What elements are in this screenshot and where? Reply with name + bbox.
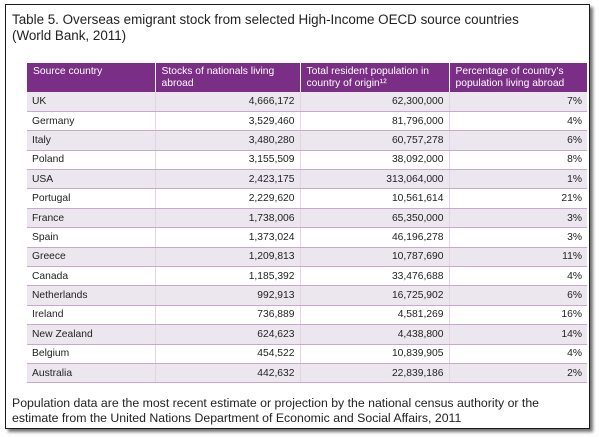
- cell-percentage: 11%: [449, 247, 587, 268]
- cell-stocks-abroad: 4,666,172: [155, 92, 301, 112]
- table-row: USA 2,423,175 313,064,000 1%: [27, 169, 587, 190]
- cell-stocks-abroad: 2,229,620: [155, 188, 301, 209]
- table-footnote-line-2: estimate from the United Nations Departm…: [12, 410, 462, 425]
- cell-stocks-abroad: 3,155,509: [155, 150, 301, 171]
- cell-country: New Zealand: [27, 324, 156, 345]
- cell-percentage: 1%: [449, 169, 587, 190]
- cell-stocks-abroad: 736,889: [155, 305, 301, 326]
- table-row: New Zealand 624,623 4,438,800 14%: [27, 324, 587, 345]
- header-stocks-abroad: Stocks of nationals living abroad: [155, 63, 301, 92]
- table-row: Spain 1,373,024 46,196,278 3%: [27, 227, 587, 248]
- table-row: Poland 3,155,509 38,092,000 8%: [27, 150, 587, 171]
- cell-total-population: 33,476,688: [300, 266, 450, 287]
- cell-total-population: 81,796,000: [300, 111, 450, 132]
- document-frame: Table 5. Overseas emigrant stock from se…: [5, 4, 590, 429]
- cell-country: Italy: [27, 130, 156, 151]
- cell-country: Belgium: [27, 344, 156, 364]
- cell-country: Netherlands: [27, 285, 156, 306]
- cell-total-population: 22,839,186: [300, 363, 450, 384]
- cell-percentage: 8%: [449, 150, 587, 171]
- cell-percentage: 21%: [449, 188, 587, 209]
- cell-percentage: 2%: [449, 363, 587, 384]
- cell-percentage: 3%: [449, 227, 587, 248]
- header-source-country: Source country: [27, 63, 156, 92]
- table-footnote: Population data are the most recent esti…: [12, 396, 587, 425]
- cell-country: Spain: [27, 227, 156, 248]
- cell-percentage: 3%: [449, 208, 587, 229]
- header-percentage-abroad: Percentage of country’s population livin…: [449, 63, 587, 92]
- table-row: Ireland 736,889 4,581,269 16%: [27, 305, 587, 326]
- cell-country: France: [27, 208, 156, 229]
- cell-percentage: 4%: [449, 266, 587, 287]
- table-title-line-2: (World Bank, 2011): [12, 28, 127, 43]
- cell-stocks-abroad: 624,623: [155, 324, 301, 345]
- cell-country: UK: [27, 92, 156, 112]
- cell-stocks-abroad: 3,529,460: [155, 111, 301, 132]
- cell-percentage: 14%: [449, 324, 587, 345]
- cell-total-population: 38,092,000: [300, 150, 450, 171]
- cell-country: Portugal: [27, 188, 156, 209]
- cell-percentage: 7%: [449, 92, 587, 112]
- cell-country: Germany: [27, 111, 156, 132]
- table-row: France 1,738,006 65,350,000 3%: [27, 208, 587, 229]
- table-row: Belgium 454,522 10,839,905 4%: [27, 344, 587, 364]
- cell-total-population: 10,561,614: [300, 188, 450, 209]
- cell-total-population: 62,300,000: [300, 92, 450, 112]
- table-row: Portugal 2,229,620 10,561,614 21%: [27, 188, 587, 209]
- cell-country: Poland: [27, 150, 156, 171]
- cell-stocks-abroad: 1,373,024: [155, 227, 301, 248]
- table-row: Netherlands 992,913 16,725,902 6%: [27, 285, 587, 306]
- cell-stocks-abroad: 454,522: [155, 344, 301, 364]
- cell-stocks-abroad: 3,480,280: [155, 130, 301, 151]
- cell-stocks-abroad: 1,185,392: [155, 266, 301, 287]
- cell-total-population: 10,787,690: [300, 247, 450, 268]
- table-row: Australia 442,632 22,839,186 2%: [27, 363, 587, 384]
- table-row: Italy 3,480,280 60,757,278 6%: [27, 130, 587, 151]
- cell-percentage: 4%: [449, 344, 587, 364]
- table-header-row: Source country Stocks of nationals livin…: [27, 63, 587, 92]
- cell-total-population: 46,196,278: [300, 227, 450, 248]
- table-title: Table 5. Overseas emigrant stock from se…: [12, 12, 582, 44]
- cell-total-population: 10,839,905: [300, 344, 450, 364]
- table-row: Greece 1,209,813 10,787,690 11%: [27, 247, 587, 268]
- cell-percentage: 6%: [449, 285, 587, 306]
- table-title-line-1: Table 5. Overseas emigrant stock from se…: [12, 12, 519, 27]
- header-total-population: Total resident population in country of …: [300, 63, 450, 92]
- cell-percentage: 6%: [449, 130, 587, 151]
- cell-total-population: 65,350,000: [300, 208, 450, 229]
- cell-stocks-abroad: 1,209,813: [155, 247, 301, 268]
- table-footnote-line-1: Population data are the most recent esti…: [12, 396, 540, 410]
- cell-percentage: 4%: [449, 111, 587, 132]
- cell-stocks-abroad: 442,632: [155, 363, 301, 384]
- cell-stocks-abroad: 992,913: [155, 285, 301, 306]
- table-header: Source country Stocks of nationals livin…: [27, 63, 587, 92]
- cell-stocks-abroad: 1,738,006: [155, 208, 301, 229]
- table-row: Canada 1,185,392 33,476,688 4%: [27, 266, 587, 287]
- cell-country: Greece: [27, 247, 156, 268]
- cell-total-population: 16,725,902: [300, 285, 450, 306]
- cell-total-population: 4,438,800: [300, 324, 450, 345]
- table-row: UK 4,666,172 62,300,000 7%: [27, 92, 587, 112]
- cell-total-population: 313,064,000: [300, 169, 450, 190]
- table-body: UK 4,666,172 62,300,000 7% Germany 3,529,460 8…: [27, 92, 587, 384]
- cell-country: USA: [27, 169, 156, 190]
- cell-stocks-abroad: 2,423,175: [155, 169, 301, 190]
- cell-total-population: 60,757,278: [300, 130, 450, 151]
- cell-country: Canada: [27, 266, 156, 287]
- cell-percentage: 16%: [449, 305, 587, 326]
- cell-country: Australia: [27, 363, 156, 384]
- table-row: Germany 3,529,460 81,796,000 4%: [27, 111, 587, 132]
- emigrant-stock-table: Source country Stocks of nationals livin…: [27, 63, 587, 384]
- cell-country: Ireland: [27, 305, 156, 326]
- cell-total-population: 4,581,269: [300, 305, 450, 326]
